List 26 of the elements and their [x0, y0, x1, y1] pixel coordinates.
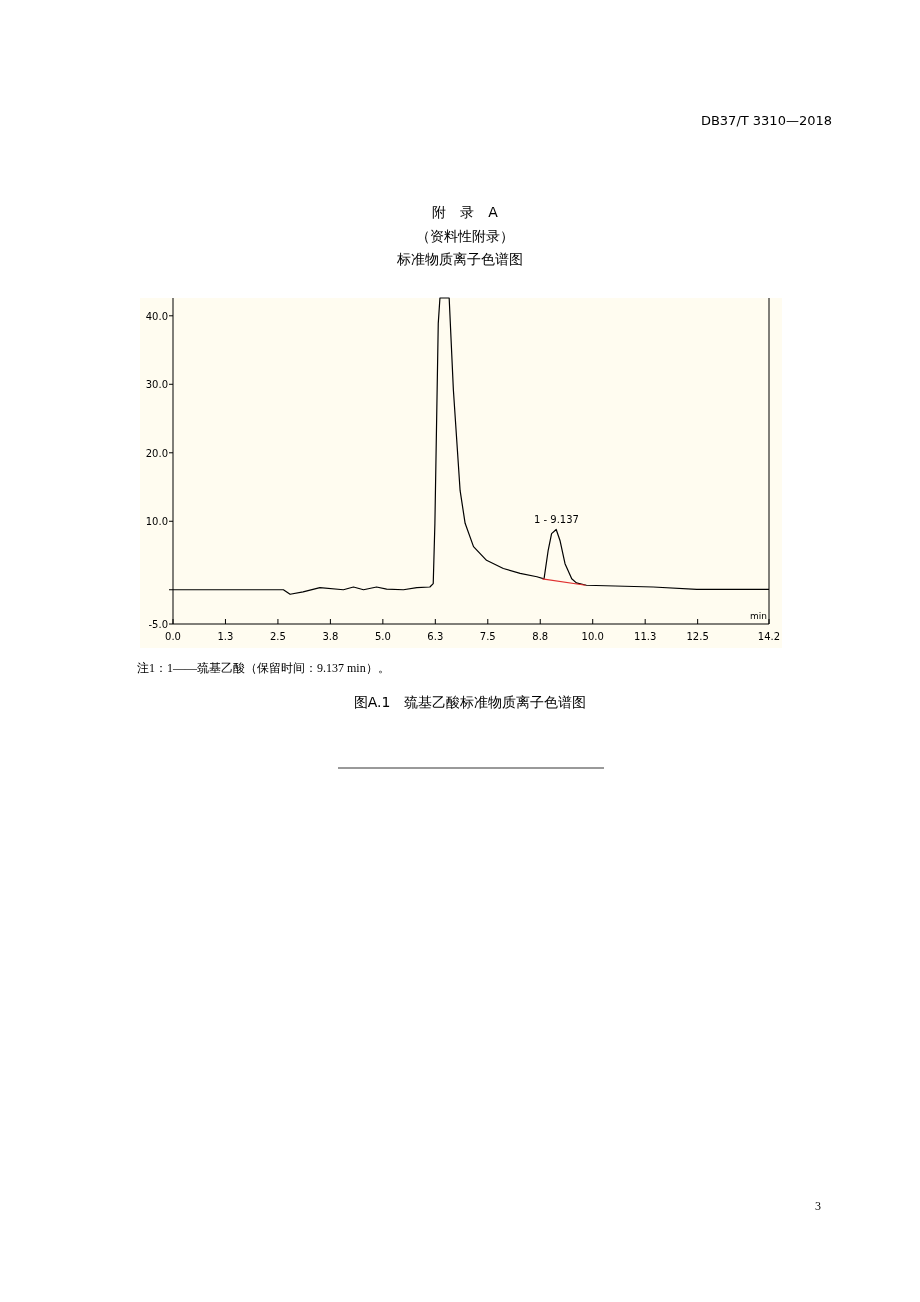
x-tick-label: 2.5 [269, 631, 286, 642]
text: （资料性附录） [416, 228, 514, 244]
x-tick-label: 6.3 [427, 631, 444, 642]
x-tick-label: 8.8 [532, 631, 549, 642]
y-tick-label: -5.0 [148, 619, 168, 630]
x-tick-label: 5.0 [374, 631, 391, 642]
text: 注1：1——巯基乙酸（保留时间：9.137 min）。 [137, 661, 390, 675]
x-tick-label: 14.2 [757, 631, 781, 642]
annotation: 1 - 9.137 [534, 514, 579, 526]
text: 图A.1 巯基乙酸标准物质离子色谱图 [353, 694, 587, 710]
x-tick-label: 10.0 [581, 631, 604, 642]
x-tick-label: 11.3 [634, 631, 657, 642]
text: 附 录 A [432, 204, 499, 220]
y-tick-label: 30.0 [145, 379, 168, 391]
y-tick-label: 10.0 [145, 516, 168, 528]
chart-title: 标准物质离子色谱图 [396, 251, 523, 267]
x-tick-label: 0.0 [165, 631, 181, 642]
y-tick-label: 20.0 [145, 447, 168, 459]
x-tick-label: 7.5 [479, 631, 496, 642]
text: DB37/T 3310—2018 [700, 113, 832, 128]
x-axis-title: min [750, 611, 767, 621]
x-tick-label: 3.8 [322, 631, 339, 642]
y-tick-label: 40.0 [145, 310, 168, 322]
text: 3 [815, 1199, 821, 1213]
x-tick-label: 1.3 [217, 631, 234, 642]
x-tick-label: 12.5 [686, 631, 709, 642]
